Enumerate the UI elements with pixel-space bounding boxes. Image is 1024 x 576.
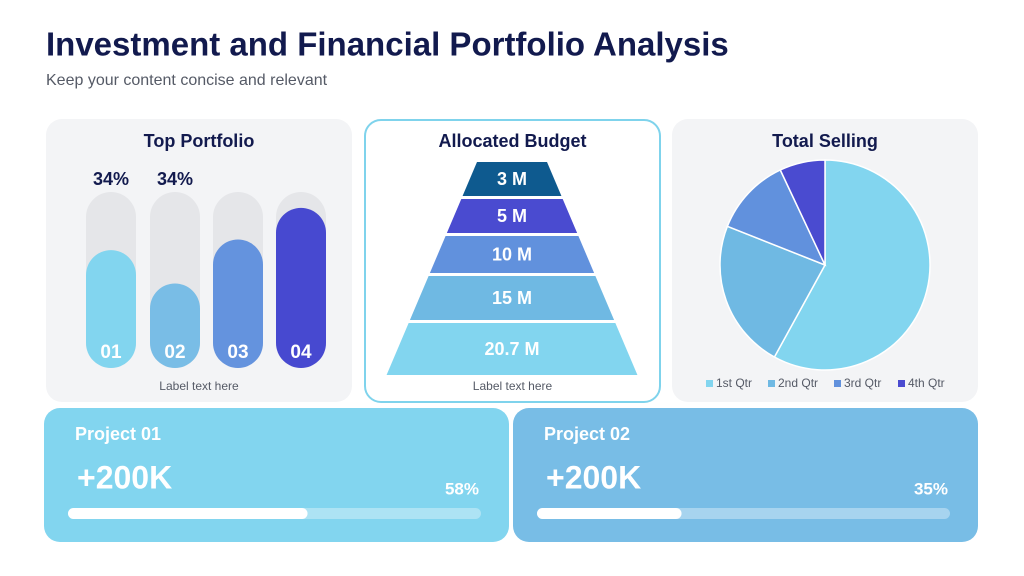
- annotation: 34%: [93, 169, 129, 189]
- legend-swatch: [834, 380, 841, 387]
- page-title: Investment and Financial Portfolio Analy…: [46, 26, 729, 63]
- pie-slice: [719, 225, 827, 359]
- project-title: Project 01: [75, 424, 161, 444]
- progress-bar: [537, 508, 682, 519]
- annotation: 34%: [157, 169, 193, 189]
- chart-title: Allocated Budget: [438, 131, 586, 151]
- funnel-layer: [462, 162, 562, 196]
- category-label: 02: [164, 342, 185, 363]
- progress-bar: [68, 508, 308, 519]
- funnel-layer: [429, 236, 595, 273]
- value-label: 20.7 M: [484, 339, 539, 359]
- bar: [86, 250, 136, 368]
- progress-label: 58%: [445, 479, 479, 498]
- legend-label: 1st Qtr: [716, 376, 752, 390]
- legend-label: 4th Qtr: [908, 376, 945, 390]
- category-label: 03: [227, 342, 248, 363]
- category-label: 01: [100, 342, 122, 363]
- value-label: 15 M: [492, 288, 532, 308]
- legend-label: 2nd Qtr: [778, 376, 818, 390]
- funnel-layer: [409, 276, 615, 320]
- legend-swatch: [706, 380, 713, 387]
- x-label: Label text here: [473, 379, 553, 393]
- bar: [150, 283, 200, 368]
- chart-title: Total Selling: [772, 131, 878, 151]
- x-label: Label text here: [159, 379, 239, 393]
- progress-label: 35%: [914, 479, 948, 498]
- value-label: 3 M: [497, 169, 527, 189]
- category-label: 04: [290, 342, 312, 363]
- funnel-layer: [446, 199, 578, 233]
- project-amount: +200K: [546, 459, 641, 495]
- pie-slice: [773, 159, 931, 371]
- legend-swatch: [768, 380, 775, 387]
- bar: [213, 239, 263, 368]
- funnel-layer: [386, 323, 638, 375]
- project-title: Project 02: [544, 424, 630, 444]
- bar: [276, 207, 326, 368]
- chart-title: Top Portfolio: [144, 131, 255, 151]
- pie-slice: [726, 168, 827, 267]
- pie-slice: [779, 159, 826, 266]
- value-label: 5 M: [497, 206, 527, 226]
- page-subtitle: Keep your content concise and relevant: [46, 72, 328, 89]
- legend-label: 3rd Qtr: [844, 376, 881, 390]
- value-label: 10 M: [492, 244, 532, 264]
- project-amount: +200K: [77, 459, 172, 495]
- legend-swatch: [898, 380, 905, 387]
